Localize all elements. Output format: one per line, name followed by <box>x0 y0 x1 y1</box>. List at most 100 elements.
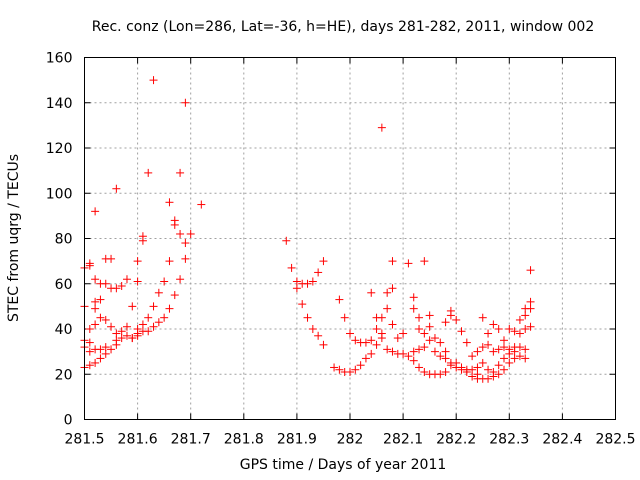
data-point <box>91 207 100 216</box>
data-point <box>446 361 455 370</box>
data-point <box>526 297 535 306</box>
data-point <box>160 277 169 286</box>
data-point <box>499 354 508 363</box>
chart-title: Rec. conz (Lon=286, Lat=-36, h=HE), days… <box>92 19 594 35</box>
data-points <box>80 76 535 383</box>
data-point <box>122 322 131 331</box>
data-point <box>128 334 137 343</box>
data-point <box>112 329 121 338</box>
data-point <box>133 277 142 286</box>
x-tick-label: 281.5 <box>64 432 104 448</box>
data-point <box>462 338 471 347</box>
data-point <box>441 318 450 327</box>
data-point <box>335 365 344 374</box>
data-point <box>478 358 487 367</box>
data-point <box>383 304 392 313</box>
data-point <box>154 288 163 297</box>
data-point <box>85 361 94 370</box>
data-point <box>388 257 397 266</box>
data-point <box>515 329 524 338</box>
data-point <box>404 352 413 361</box>
data-point <box>425 336 434 345</box>
plot-frame <box>84 57 616 420</box>
x-tick-label: 282 <box>337 432 364 448</box>
data-point <box>521 325 530 333</box>
data-point <box>415 325 424 333</box>
data-point <box>425 322 434 331</box>
data-point <box>510 354 519 363</box>
data-point <box>85 325 94 333</box>
data-point <box>170 291 179 300</box>
data-point <box>122 275 131 284</box>
data-point <box>287 263 296 272</box>
data-point <box>128 302 137 311</box>
data-point <box>144 313 153 322</box>
data-point <box>85 261 94 270</box>
data-point <box>361 354 370 363</box>
data-point <box>510 347 519 356</box>
data-point <box>149 302 158 311</box>
data-point <box>420 367 429 376</box>
data-point <box>399 349 408 358</box>
data-point <box>117 282 126 291</box>
data-point <box>510 327 519 336</box>
data-point <box>494 325 503 333</box>
data-point <box>415 345 424 354</box>
x-tick-label: 282.1 <box>383 432 423 448</box>
y-axis-label: STEC from uqrg / TECUs <box>6 154 22 322</box>
data-point <box>505 349 514 358</box>
data-point <box>314 268 323 277</box>
data-point <box>112 340 121 349</box>
data-point <box>303 313 312 322</box>
data-point <box>436 338 445 347</box>
data-point <box>117 327 126 336</box>
x-tick-label: 282.5 <box>595 432 635 448</box>
data-point <box>96 354 105 363</box>
data-point <box>91 320 100 329</box>
data-point <box>415 313 424 322</box>
data-point <box>436 370 445 379</box>
data-point <box>494 361 503 370</box>
x-tick-label: 282.3 <box>489 432 529 448</box>
data-point <box>409 356 418 365</box>
data-point <box>85 347 94 356</box>
data-point <box>367 288 376 297</box>
data-point <box>91 297 100 306</box>
data-point <box>149 322 158 331</box>
data-point <box>436 352 445 361</box>
grid-layer <box>84 57 616 420</box>
x-tick-label: 281.9 <box>277 432 317 448</box>
y-tick-label: 160 <box>46 51 73 67</box>
data-point <box>356 361 365 370</box>
data-point <box>521 354 530 363</box>
data-point <box>144 168 153 177</box>
data-point <box>462 367 471 376</box>
data-point <box>377 334 386 343</box>
x-tick-label: 281.8 <box>224 432 264 448</box>
data-point <box>404 259 413 268</box>
data-point <box>138 320 147 329</box>
data-point <box>112 284 121 293</box>
data-point <box>340 313 349 322</box>
data-point <box>377 313 386 322</box>
x-tick-label: 281.6 <box>118 432 158 448</box>
data-point <box>346 329 354 338</box>
data-point <box>473 347 482 356</box>
x-tick-labels: 281.5 281.6 281.7 281.8 281.9 282 282.1 282.2 28… <box>64 432 635 448</box>
data-point <box>526 304 535 313</box>
data-point <box>484 340 493 349</box>
data-point <box>372 340 381 349</box>
data-point <box>308 325 317 333</box>
data-point <box>165 257 174 266</box>
data-point <box>377 123 386 132</box>
data-point <box>415 363 424 372</box>
data-point <box>499 336 508 345</box>
data-point <box>383 345 392 354</box>
data-point <box>478 343 487 352</box>
data-point <box>101 343 110 352</box>
data-point <box>430 347 439 356</box>
data-point <box>133 329 142 338</box>
data-point <box>420 329 429 338</box>
data-point <box>505 325 514 333</box>
data-point <box>446 311 455 320</box>
